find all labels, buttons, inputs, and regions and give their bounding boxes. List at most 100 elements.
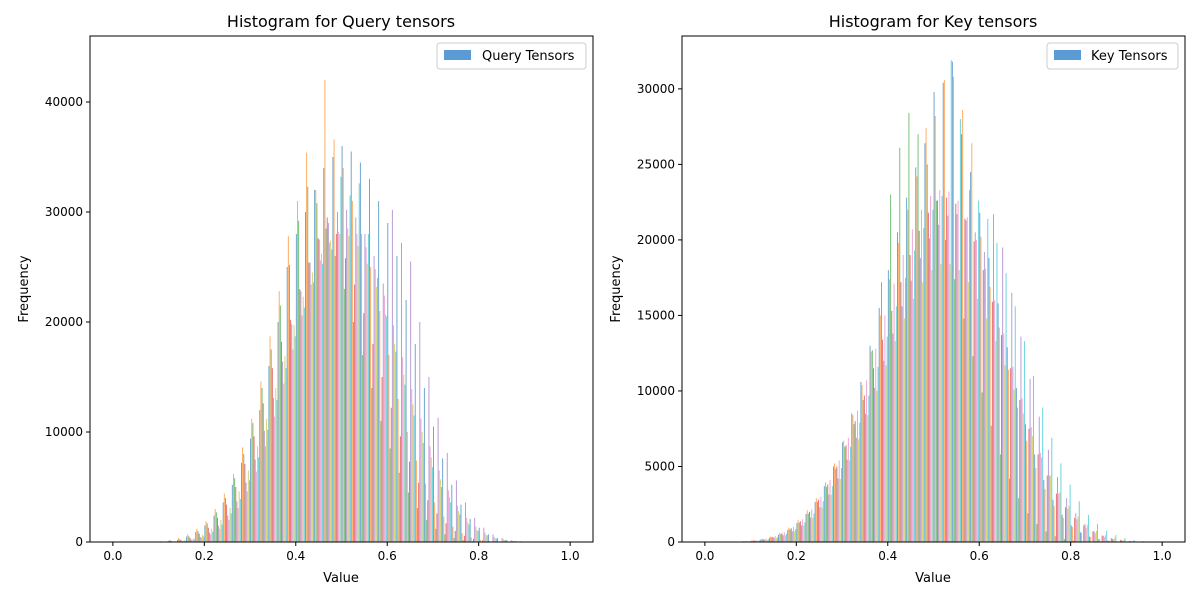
histogram-bar — [957, 200, 959, 542]
histogram-bar — [756, 540, 758, 542]
histogram-bar — [343, 289, 345, 542]
histogram-bar — [438, 470, 440, 542]
histogram-bar — [441, 487, 442, 542]
histogram-bar — [1077, 516, 1079, 542]
histogram-bar — [773, 538, 775, 542]
histogram-bar — [197, 531, 199, 542]
histogram-bar — [822, 501, 824, 542]
histogram-bar — [757, 540, 759, 542]
histogram-bar — [385, 314, 386, 542]
histogram-bar — [980, 236, 982, 542]
histogram-bar — [415, 460, 417, 542]
histogram-bar — [965, 220, 967, 542]
histogram-bar — [447, 490, 449, 542]
histogram-bar — [837, 478, 839, 542]
histogram-bar — [995, 341, 997, 542]
histogram-bar — [931, 270, 933, 542]
histogram-bar — [226, 504, 228, 542]
histogram-bar — [364, 234, 366, 542]
histogram-bar — [433, 426, 434, 542]
histogram-bar — [1022, 413, 1024, 542]
histogram-bar — [418, 482, 420, 542]
histogram-bar — [345, 258, 346, 542]
legend-box — [1046, 42, 1179, 70]
histogram-bar — [219, 528, 221, 542]
histogram-bar — [207, 527, 209, 542]
histogram-bar — [977, 298, 978, 542]
histogram-bar — [337, 212, 338, 542]
histogram-bar — [786, 533, 788, 542]
histogram-bar — [793, 526, 794, 542]
histogram-bar — [982, 270, 984, 542]
histogram-bar — [469, 518, 471, 542]
histogram-bar — [503, 540, 505, 542]
histogram-bar — [195, 532, 197, 542]
histogram-bar — [255, 471, 257, 542]
histogram-bar — [323, 168, 325, 542]
histogram-bar — [771, 537, 773, 542]
histogram-bar — [963, 318, 965, 542]
histogram-bar — [791, 531, 793, 542]
histogram-bar — [417, 507, 418, 542]
histogram-bar — [1083, 525, 1085, 542]
histogram-bar — [423, 388, 425, 542]
histogram-bar — [1090, 536, 1092, 542]
histogram-bar — [967, 282, 969, 542]
legend-box — [436, 42, 587, 70]
histogram-bar — [342, 168, 344, 542]
histogram-bar — [826, 486, 828, 542]
histogram-bar — [901, 306, 903, 542]
histogram-bar — [997, 303, 999, 542]
histogram-bar — [381, 377, 383, 542]
histogram-bar — [866, 380, 868, 542]
histogram-bar — [409, 461, 410, 542]
histogram-bar — [923, 227, 925, 542]
histogram-bar — [900, 282, 902, 542]
histogram-bar — [193, 538, 194, 542]
histogram-bar — [210, 534, 212, 542]
histogram-bar — [271, 368, 273, 542]
y-axis-label: Frequency — [609, 255, 624, 322]
histogram-bar — [806, 510, 808, 542]
histogram-bar — [347, 228, 349, 542]
x-tick-label: 0.0 — [695, 549, 714, 563]
histogram-bar — [1087, 514, 1089, 542]
histogram-bar — [860, 381, 862, 542]
histogram-bar — [818, 499, 820, 542]
histogram-bar — [475, 526, 477, 542]
histogram-bar — [917, 134, 919, 542]
histogram-bar — [946, 197, 948, 542]
histogram-bar — [1093, 531, 1095, 542]
histogram-bar — [1012, 366, 1014, 542]
histogram-bar — [764, 539, 766, 542]
histogram-bar — [799, 521, 801, 542]
histogram-bar — [428, 377, 430, 542]
histogram-bar — [781, 533, 783, 542]
histogram-bar — [437, 417, 439, 542]
x-tick-label: 0.0 — [103, 549, 122, 563]
histogram-bar — [981, 392, 983, 542]
histogram-bar — [294, 336, 296, 542]
histogram-bar — [281, 341, 282, 542]
histogram-bar — [760, 538, 762, 542]
histogram-bar — [414, 344, 416, 542]
histogram-bar — [812, 517, 814, 542]
histogram-bar — [839, 479, 841, 542]
histogram-bar — [852, 415, 854, 542]
histogram-bar — [246, 491, 248, 542]
histogram-bar — [813, 513, 815, 542]
x-tick-label: 0.2 — [195, 549, 214, 563]
histogram-bar — [782, 535, 784, 542]
histogram-bar — [218, 525, 220, 542]
histogram-bar — [909, 255, 911, 542]
histogram-bar — [765, 538, 767, 542]
histogram-bar — [971, 143, 973, 543]
histogram-bar — [827, 484, 829, 542]
histogram-bar — [956, 214, 958, 543]
histogram-bar — [755, 540, 757, 542]
histogram-bar — [907, 209, 909, 542]
histogram-bar — [361, 234, 362, 542]
histogram-bar — [483, 527, 485, 542]
histogram-bar — [268, 366, 270, 542]
histogram-bar — [390, 407, 392, 542]
